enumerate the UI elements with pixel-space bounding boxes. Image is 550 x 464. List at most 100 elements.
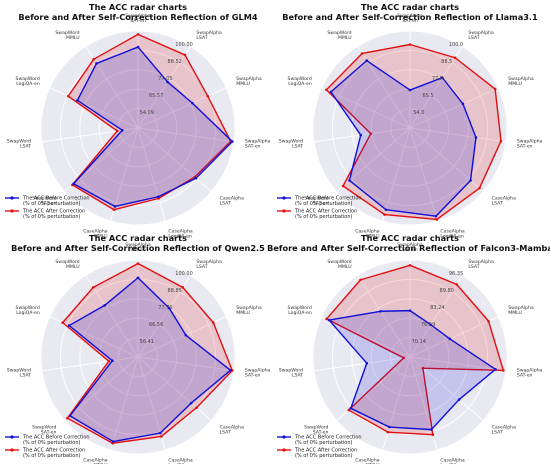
data-point (68, 414, 72, 418)
axis-label: SwapWord (288, 305, 312, 311)
legend-marker (282, 196, 286, 200)
chart-title: The ACC radar charts (89, 233, 187, 243)
data-point (421, 366, 425, 370)
data-point (212, 321, 215, 324)
chart-subtitle: Before and After Self-Correction Reflect… (282, 12, 538, 22)
data-point (67, 324, 71, 327)
data-point (487, 319, 490, 323)
radial-tick-label: 88.52 (168, 59, 182, 65)
data-point (478, 186, 481, 190)
grid-spoke (137, 275, 191, 358)
data-point (474, 136, 478, 139)
axis-label: MMLU (508, 310, 522, 316)
data-point (402, 356, 405, 360)
data-point (360, 52, 364, 55)
series-line-1 (72, 46, 234, 208)
axis-label: SwapAlpha (508, 76, 534, 82)
axis-label: CaseAlpha (492, 196, 516, 202)
data-point (72, 182, 75, 186)
series-line-1 (328, 309, 497, 431)
axis-label: LogiQA-en (16, 310, 40, 316)
axis-label: SwapWord (32, 196, 56, 202)
data-point (61, 321, 64, 324)
radial-tick-label: 66.56 (149, 322, 163, 328)
axis-label: LSAT (292, 372, 303, 378)
chart-title: The ACC radar charts (361, 2, 459, 12)
grid-spoke (321, 87, 411, 129)
axis-label: SwapWord (16, 305, 40, 311)
data-point (194, 176, 198, 180)
data-point (112, 208, 116, 212)
data-point (168, 306, 171, 310)
grid-spoke (137, 316, 227, 358)
data-point (113, 205, 117, 208)
data-point (434, 214, 438, 218)
legend-label: The ACC After Correction (% of 0% perturb… (22, 448, 85, 460)
data-point (327, 318, 331, 322)
axis-label: LSAT (20, 143, 31, 149)
data-point (469, 179, 472, 182)
data-point (430, 428, 433, 431)
series-area-2 (68, 34, 231, 210)
data-point (115, 129, 119, 133)
data-point (431, 433, 435, 437)
grid-spoke (137, 356, 166, 451)
axis-label: SwapAlpha (517, 367, 543, 373)
axis-label: LSAT (196, 264, 207, 270)
series-area-1 (69, 277, 231, 442)
data-point (453, 56, 457, 60)
grid-spoke (41, 356, 139, 372)
legend-label: The ACC Before Correction (% of 0% pertur… (22, 435, 90, 447)
data-point (359, 133, 363, 137)
grid-spoke (382, 127, 411, 222)
data-point (408, 309, 412, 312)
radial-tick-label: 65.5 (423, 93, 434, 99)
axis-label: SwapAlpha (517, 138, 543, 144)
data-point (195, 406, 198, 410)
axis-label: SwapWord (16, 76, 40, 82)
grid-spoke (137, 356, 212, 421)
radial-tick-label: 70.14 (412, 339, 426, 345)
data-point (136, 262, 140, 265)
axis-label: LSAT (492, 430, 503, 436)
axis-label: SwapAlpha (508, 305, 534, 311)
axis-label: MMLU (338, 35, 352, 41)
series-line-2 (61, 262, 233, 444)
grid-spoke (409, 316, 499, 358)
radial-tick-label: 65.57 (149, 93, 163, 99)
axis-label: SwapAlpha (468, 259, 494, 265)
legend-marker (10, 448, 14, 452)
series-line-2 (325, 43, 502, 221)
series-area-1 (73, 47, 233, 207)
grid-spoke (409, 87, 499, 129)
series-line-2 (325, 264, 505, 436)
chart-title: The ACC radar charts (89, 2, 187, 12)
data-point (111, 440, 115, 443)
radial-tick-label: 88.85 (168, 288, 182, 294)
radial-tick-label: 77.0 (432, 76, 443, 82)
axis-label: LSAT (220, 430, 231, 436)
data-point (383, 213, 386, 216)
legend-marker (10, 209, 14, 213)
data-point (181, 286, 185, 289)
axis-label: LSAT (196, 35, 207, 41)
legend-marker (282, 448, 286, 452)
axis-label: MMLU (94, 234, 108, 240)
legend-label: The ACC After Correction (% of 0% perturb… (294, 448, 357, 460)
grid-spoke (137, 127, 212, 192)
data-point (156, 195, 160, 199)
data-point (388, 425, 391, 429)
data-point (347, 408, 351, 412)
legend-label: The ACC Before Correction (% of 0% pertur… (22, 196, 90, 208)
axis-label: CaseAlpha (355, 229, 379, 235)
axis-label: SwapWord (288, 76, 312, 82)
axis-label: MMLU (66, 264, 80, 270)
axis-label: CaseAlpha (83, 458, 107, 464)
grid-spoke (409, 127, 438, 222)
data-point (111, 359, 114, 362)
series-area-2 (62, 263, 233, 444)
axis-label: MMLU (66, 35, 80, 41)
chart-subtitle: Before and After Self-Correction Reflect… (11, 243, 265, 253)
axis-label: SAT-en (402, 247, 418, 253)
